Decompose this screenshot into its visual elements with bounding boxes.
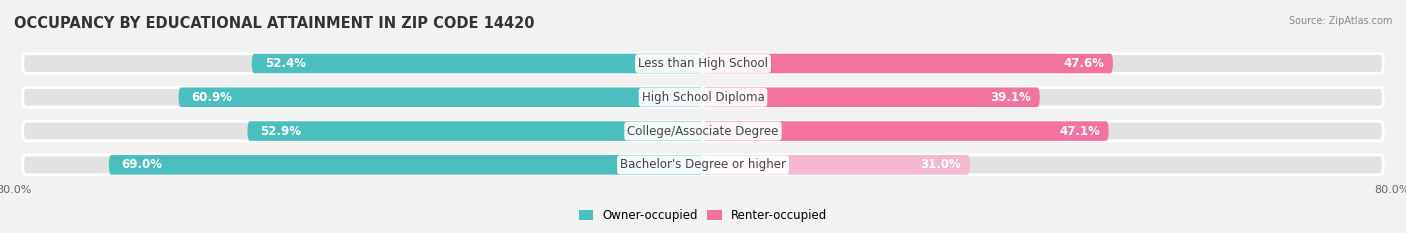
Text: High School Diploma: High School Diploma bbox=[641, 91, 765, 104]
FancyBboxPatch shape bbox=[22, 87, 1384, 107]
Legend: Owner-occupied, Renter-occupied: Owner-occupied, Renter-occupied bbox=[574, 205, 832, 227]
Text: 47.6%: 47.6% bbox=[1063, 57, 1104, 70]
Text: Bachelor's Degree or higher: Bachelor's Degree or higher bbox=[620, 158, 786, 171]
Text: Less than High School: Less than High School bbox=[638, 57, 768, 70]
Text: OCCUPANCY BY EDUCATIONAL ATTAINMENT IN ZIP CODE 14420: OCCUPANCY BY EDUCATIONAL ATTAINMENT IN Z… bbox=[14, 16, 534, 31]
Text: College/Associate Degree: College/Associate Degree bbox=[627, 125, 779, 137]
Text: 31.0%: 31.0% bbox=[921, 158, 962, 171]
FancyBboxPatch shape bbox=[703, 54, 1114, 73]
FancyBboxPatch shape bbox=[252, 54, 703, 73]
FancyBboxPatch shape bbox=[22, 121, 1384, 141]
Text: 52.9%: 52.9% bbox=[260, 125, 301, 137]
Text: 69.0%: 69.0% bbox=[122, 158, 163, 171]
Text: Source: ZipAtlas.com: Source: ZipAtlas.com bbox=[1288, 16, 1392, 26]
FancyBboxPatch shape bbox=[703, 87, 1039, 107]
FancyBboxPatch shape bbox=[703, 155, 970, 175]
FancyBboxPatch shape bbox=[247, 121, 703, 141]
Text: 39.1%: 39.1% bbox=[990, 91, 1031, 104]
Text: 60.9%: 60.9% bbox=[191, 91, 232, 104]
Text: 52.4%: 52.4% bbox=[264, 57, 305, 70]
FancyBboxPatch shape bbox=[703, 121, 1108, 141]
FancyBboxPatch shape bbox=[22, 54, 1384, 73]
FancyBboxPatch shape bbox=[179, 87, 703, 107]
Text: 47.1%: 47.1% bbox=[1059, 125, 1099, 137]
FancyBboxPatch shape bbox=[108, 155, 703, 175]
FancyBboxPatch shape bbox=[22, 155, 1384, 175]
